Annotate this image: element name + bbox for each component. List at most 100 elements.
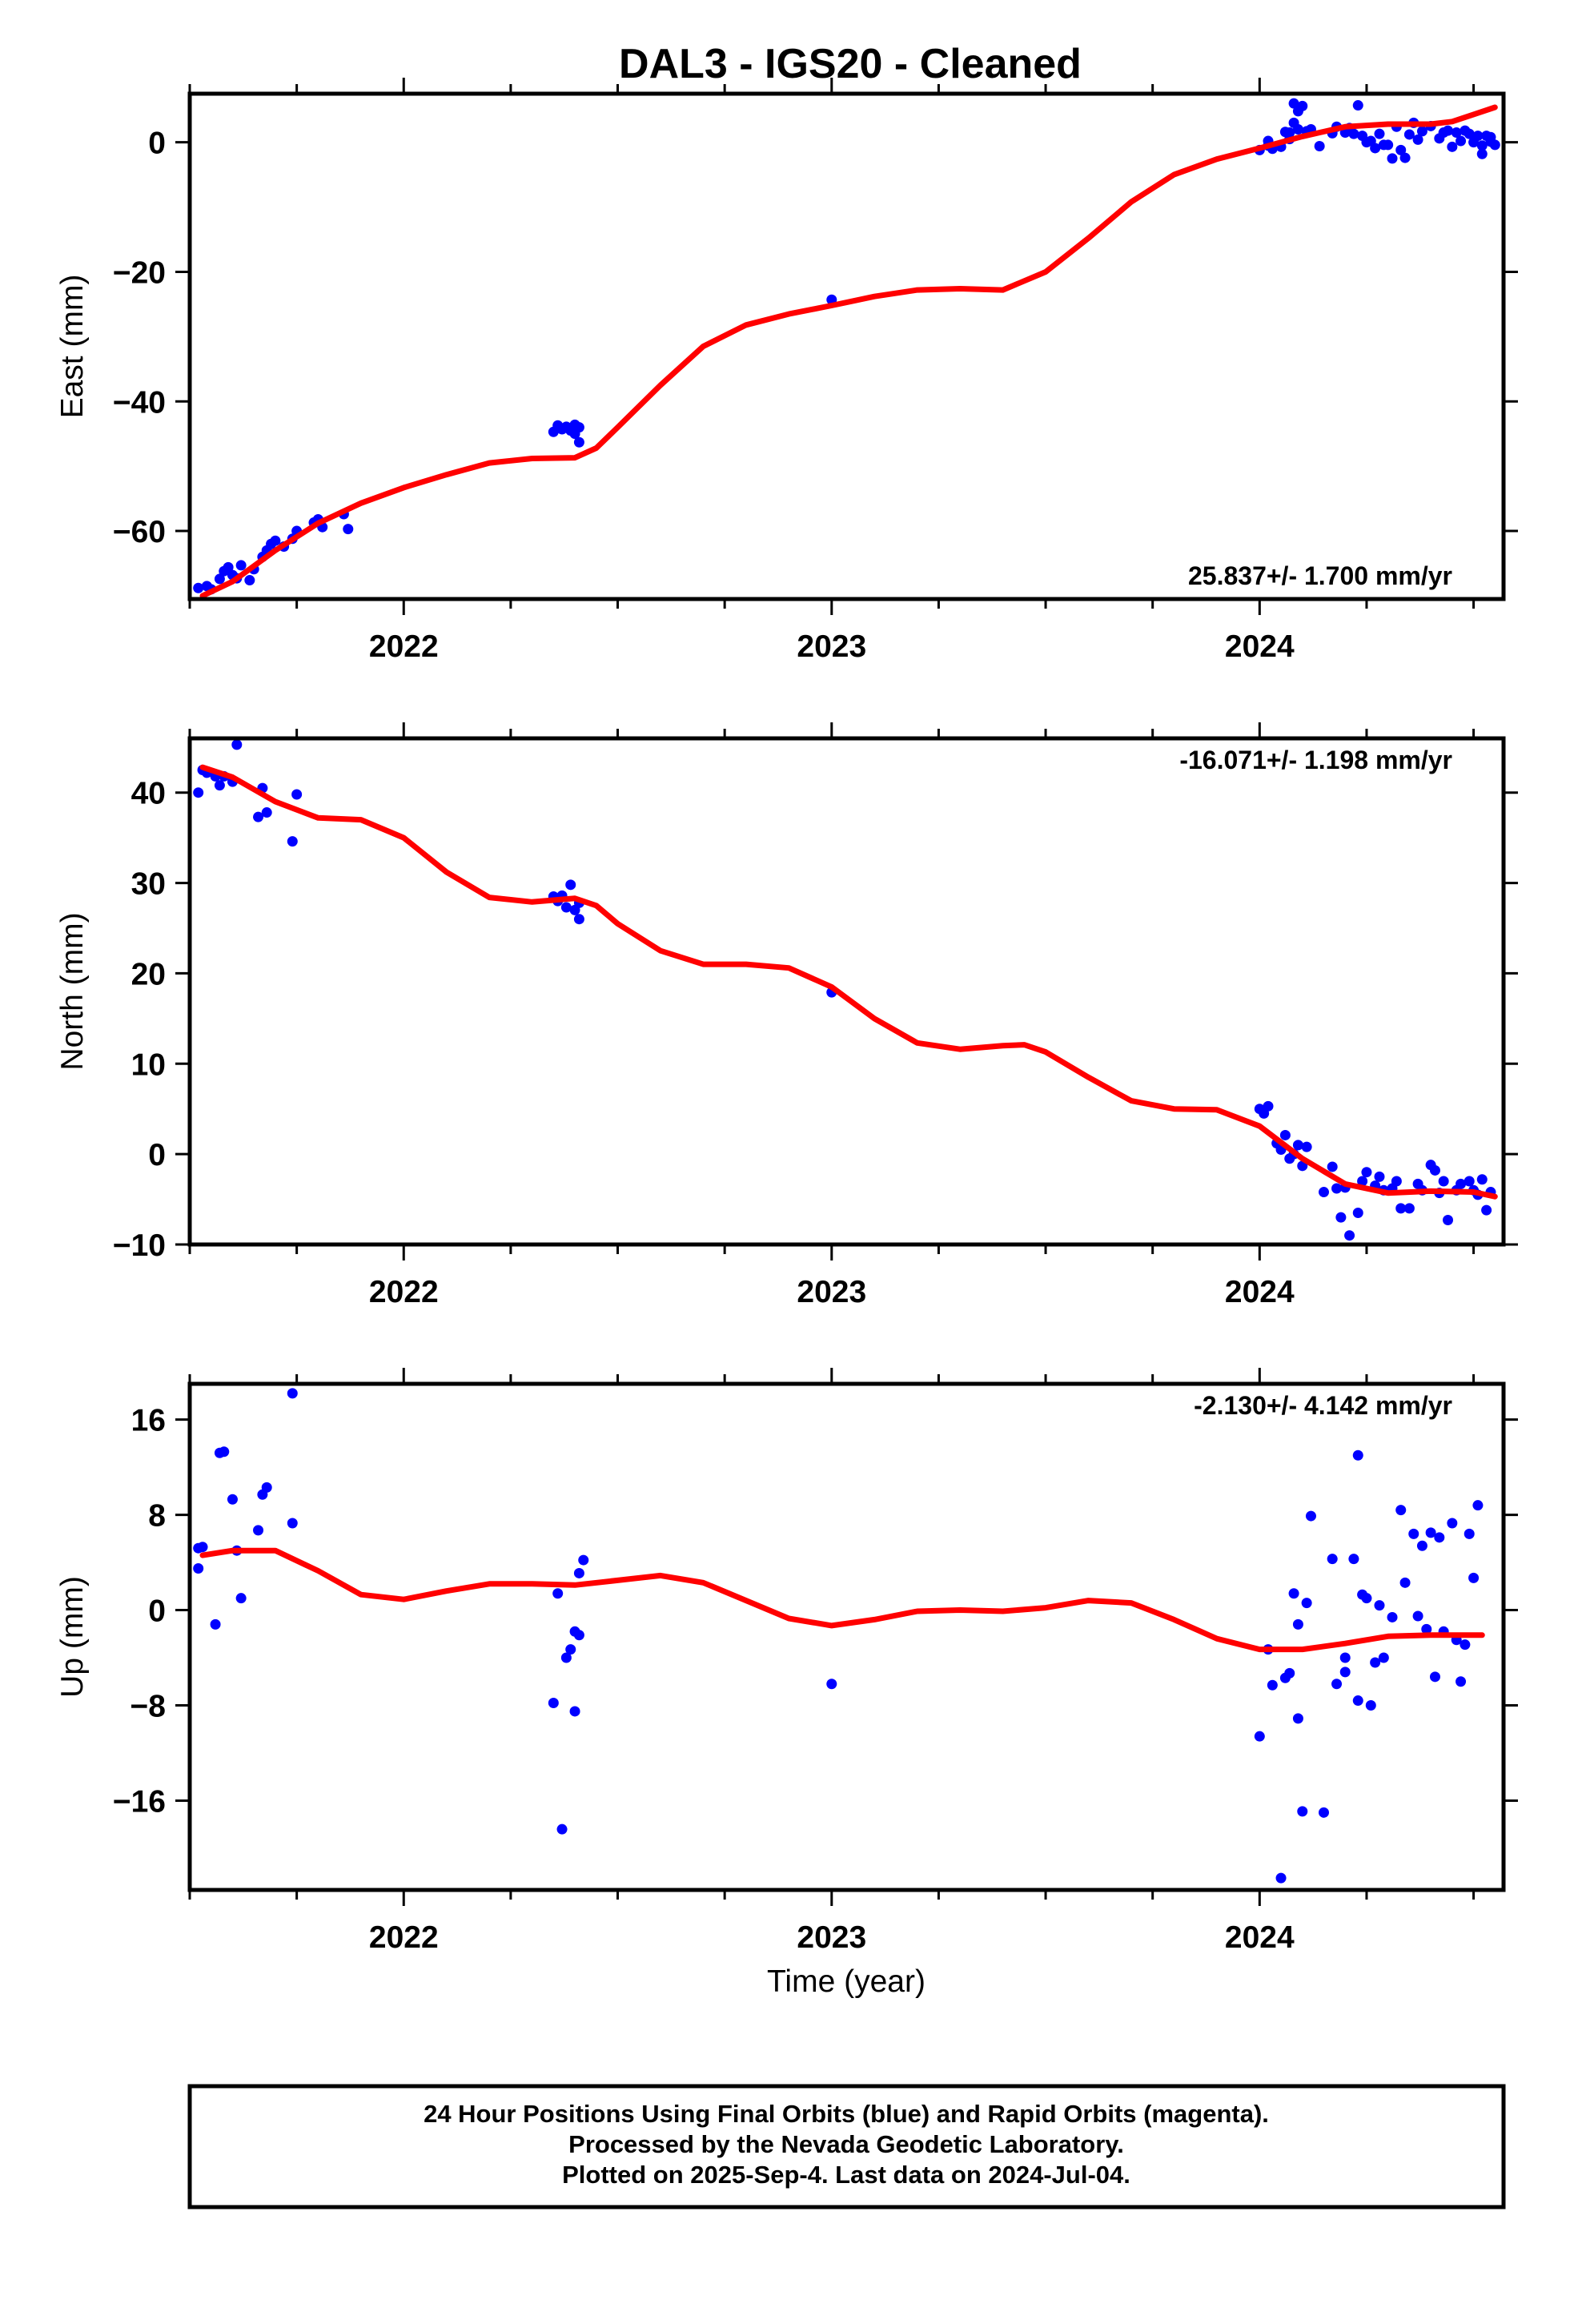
north-x-tick-label: 2023 (797, 1275, 866, 1309)
up-data-point (1434, 1532, 1445, 1543)
up-y-tick-label: 16 (131, 1404, 166, 1438)
east-data-point (1416, 126, 1427, 137)
east-data-point (1297, 100, 1308, 111)
up-data-point (560, 1652, 572, 1663)
up-data-point (573, 1630, 584, 1641)
up-data-point (1361, 1593, 1372, 1604)
north-data-point (1352, 1208, 1363, 1218)
up-data-point (1447, 1518, 1458, 1529)
up-rate-label: -2.130+/- 4.142 mm/yr (1194, 1391, 1452, 1420)
up-data-point (1408, 1528, 1419, 1539)
up-data-point (219, 1446, 230, 1458)
east-data-point (1489, 139, 1500, 151)
up-data-point (1348, 1554, 1359, 1565)
up-data-point (287, 1388, 298, 1399)
north-data-point (1438, 1176, 1449, 1187)
east-data-point (1451, 127, 1462, 139)
up-data-point (197, 1542, 208, 1553)
north-data-point (1335, 1212, 1347, 1223)
up-data-point (1284, 1667, 1295, 1679)
north-data-point (1464, 1176, 1475, 1187)
north-data-point (1443, 1215, 1454, 1226)
up-data-point (253, 1525, 264, 1536)
up-data-point (193, 1562, 204, 1574)
north-data-point (1476, 1174, 1488, 1185)
east-data-point (573, 422, 584, 433)
north-x-tick-label: 2024 (1225, 1275, 1295, 1309)
east-data-point (1374, 128, 1385, 139)
north-data-point (231, 739, 243, 750)
up-data-point (227, 1494, 238, 1505)
east-data-point (1476, 148, 1488, 159)
east-y-axis-label: East (mm) (55, 275, 90, 419)
east-plot-frame (187, 91, 1506, 601)
north-plot-frame (187, 736, 1506, 1247)
up-y-axis-label: Up (mm) (55, 1576, 90, 1698)
north-model-curve (199, 764, 1498, 1200)
north-data-points (193, 739, 1496, 1241)
up-data-point (1292, 1713, 1303, 1724)
up-data-point (1327, 1554, 1338, 1565)
up-data-point (1412, 1610, 1423, 1622)
east-data-point (1443, 125, 1454, 136)
up-data-point (1365, 1700, 1376, 1711)
east-model-curve (199, 104, 1498, 599)
north-panel: 2022 2023 2024 40 30 20 10 0 −10 North (mm) -16.07… (55, 722, 1518, 1309)
up-data-point (1374, 1600, 1385, 1611)
east-data-point (1472, 131, 1484, 142)
up-y-tick-label: −16 (113, 1784, 166, 1819)
east-rate-label: 25.837+/- 1.700 mm/yr (1188, 561, 1452, 590)
east-data-point (1314, 141, 1325, 152)
east-x-tick-label: 2023 (797, 629, 866, 664)
north-data-point (1331, 1183, 1343, 1194)
up-data-point (1352, 1695, 1363, 1707)
east-data-points (193, 98, 1500, 595)
east-data-point (1464, 128, 1475, 139)
up-data-point (1429, 1671, 1440, 1683)
up-data-point (569, 1706, 580, 1717)
north-y-tick-label: 30 (131, 867, 166, 902)
east-data-point (235, 560, 247, 571)
north-data-point (214, 780, 225, 791)
north-y-tick-label: 10 (131, 1047, 166, 1082)
north-data-point (560, 902, 572, 913)
up-data-point (1331, 1679, 1343, 1690)
up-x-tick-label: 2024 (1225, 1920, 1295, 1955)
up-data-point (1339, 1667, 1351, 1678)
up-model-curve (199, 1547, 1485, 1653)
up-data-point (1297, 1806, 1308, 1817)
north-y-tick-label: −10 (113, 1228, 166, 1263)
up-data-point (1464, 1528, 1475, 1539)
up-data-point (552, 1588, 564, 1599)
up-x-tick-label: 2022 (369, 1920, 439, 1955)
east-data-point (1352, 100, 1363, 111)
up-plot-frame (187, 1381, 1506, 1892)
up-panel: 2022 2023 2024 16 8 0 −8 −16 Up (mm) -2.130+/- 4.… (55, 1368, 1518, 1955)
up-data-point (1305, 1510, 1316, 1522)
footer-line-1: 24 Hour Positions Using Final Orbits (bl… (424, 2100, 1269, 2128)
east-y-tick-label: −60 (113, 515, 166, 549)
up-data-point (1468, 1572, 1480, 1583)
up-data-point (210, 1618, 221, 1630)
up-data-point (1370, 1657, 1381, 1668)
up-data-point (1301, 1598, 1312, 1609)
up-data-point (287, 1518, 298, 1529)
up-y-tick-label: −8 (130, 1690, 166, 1724)
east-data-point (1476, 140, 1488, 151)
up-data-point (1318, 1807, 1329, 1818)
north-data-point (1327, 1161, 1338, 1172)
up-data-point (1254, 1731, 1265, 1742)
figure-title: DAL3 - IGS20 - Cleaned (619, 41, 1082, 87)
north-data-point (1301, 1141, 1312, 1152)
up-data-point (1288, 1588, 1299, 1599)
north-data-point (261, 807, 272, 818)
east-data-point (1348, 128, 1359, 139)
up-data-point (235, 1593, 247, 1604)
north-data-point (287, 836, 298, 847)
north-data-point (1263, 1100, 1274, 1112)
east-data-point (1399, 152, 1411, 163)
up-data-point (565, 1644, 576, 1655)
north-data-point (573, 914, 584, 925)
up-data-point (1387, 1611, 1398, 1622)
east-data-point (193, 582, 204, 593)
